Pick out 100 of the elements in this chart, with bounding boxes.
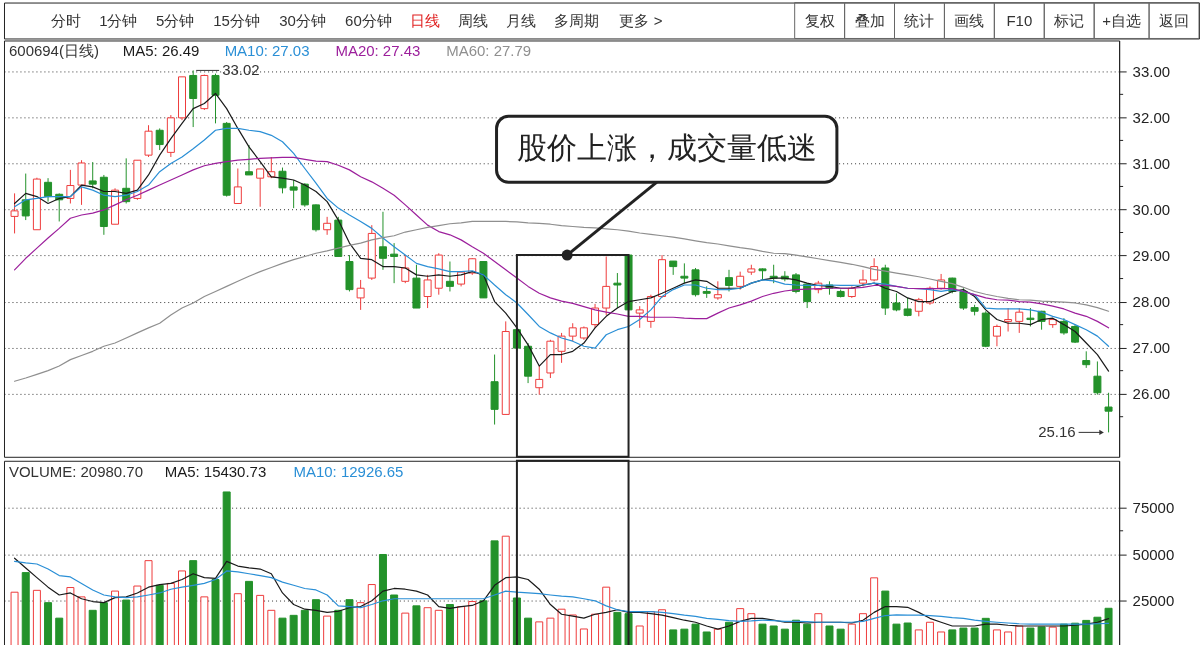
bar [44, 602, 53, 645]
text: MA5: 26.49 [122, 42, 200, 60]
bar [680, 628, 689, 645]
bar [88, 609, 97, 645]
line-series [13, 220, 1110, 382]
candlestick [233, 168, 242, 204]
y-tick-label: 28.00 [1132, 293, 1171, 311]
bar [825, 625, 834, 645]
candlestick [77, 159, 86, 206]
bar [1026, 627, 1035, 645]
chart-title: VOLUME: 20980.70 [8, 462, 143, 480]
bar [390, 594, 399, 645]
candlestick [300, 182, 309, 208]
y-tick-label: 30.00 [1132, 200, 1171, 218]
bar [959, 627, 968, 645]
bar [1104, 607, 1113, 645]
text: 标记 [1053, 11, 1085, 29]
bar [155, 584, 164, 645]
bar [378, 553, 387, 645]
text: 5分钟 [156, 11, 195, 29]
candlestick [211, 73, 220, 124]
candlestick [44, 177, 53, 203]
bar [702, 631, 711, 645]
text: F10 [1006, 11, 1033, 29]
text: 1分钟 [99, 11, 138, 29]
candlestick [1015, 307, 1024, 334]
y-tick-label: 33.00 [1132, 62, 1171, 80]
bar [1037, 626, 1046, 645]
text: 更多 > [619, 11, 663, 29]
text: MA10: 12926.65 [293, 462, 404, 480]
bar [490, 540, 499, 645]
bar [836, 628, 845, 645]
candlestick [535, 365, 544, 396]
candlestick [959, 287, 968, 311]
candlestick [256, 168, 265, 208]
candlestick [635, 305, 644, 329]
annotation: 股价上涨，成交量低迷 [516, 131, 817, 165]
candlestick [88, 161, 97, 189]
bar [122, 599, 131, 645]
bar [189, 560, 198, 645]
bar [345, 599, 354, 645]
bar [758, 623, 767, 645]
bar [792, 619, 800, 645]
text: MA20: 27.43 [335, 42, 421, 60]
bar [479, 600, 488, 645]
candlestick [1004, 307, 1013, 333]
bar [222, 491, 231, 645]
text: 分时 [50, 11, 81, 29]
bar [769, 625, 778, 645]
bar [278, 617, 287, 645]
candlestick [401, 254, 410, 284]
bar [21, 572, 30, 645]
text: 叠加 [854, 11, 885, 29]
candlestick [858, 269, 867, 287]
text: 复权 [804, 11, 835, 29]
bar [948, 629, 957, 645]
y-tick-label: 75000 [1132, 498, 1175, 516]
bar [691, 623, 700, 645]
bar [903, 622, 912, 645]
bar [289, 614, 298, 645]
candlestick [245, 144, 253, 176]
text: 日线 [410, 11, 441, 29]
bar [970, 627, 979, 645]
candlestick [713, 280, 722, 301]
candlestick [390, 242, 399, 284]
candlestick [278, 167, 287, 194]
candlestick [1026, 307, 1035, 327]
text: 60分钟 [345, 11, 392, 29]
text: 周线 [458, 11, 489, 29]
bar [524, 617, 533, 645]
y-tick-label: 32.00 [1132, 108, 1171, 126]
text: 30分钟 [279, 11, 326, 29]
candlestick [445, 261, 454, 292]
bar [1093, 616, 1102, 645]
annotation: 33.02 [222, 61, 260, 79]
y-tick-label: 31.00 [1132, 154, 1171, 172]
bar [780, 628, 789, 645]
text: 15分钟 [213, 11, 260, 29]
bar [445, 604, 454, 645]
bar [881, 590, 890, 645]
text: MA5: 15430.73 [164, 462, 267, 480]
candlestick [602, 255, 611, 316]
candlestick [613, 272, 622, 309]
bar [311, 599, 320, 645]
candlestick [725, 269, 734, 292]
bar [211, 579, 220, 645]
bar [99, 602, 108, 645]
bar [803, 623, 812, 645]
candlestick [1093, 360, 1102, 396]
annotation: 25.16 [1038, 423, 1076, 441]
y-tick-label: 25000 [1132, 592, 1175, 610]
bar [613, 611, 622, 645]
candlestick [155, 127, 164, 151]
text: +自选 [1102, 11, 1142, 29]
chart-title: 600694(日线) [8, 42, 99, 60]
bar [245, 580, 253, 645]
candlestick [189, 69, 198, 128]
bar [300, 609, 309, 645]
candlestick [289, 179, 298, 209]
candlestick [914, 297, 923, 317]
